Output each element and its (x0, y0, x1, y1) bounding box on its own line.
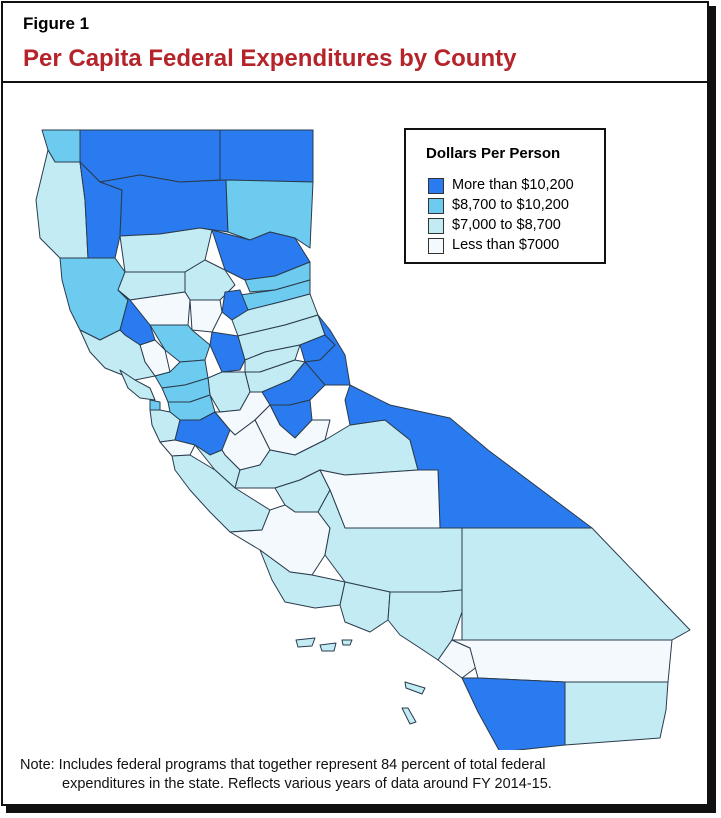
legend-swatch (428, 238, 444, 254)
county-mendocino (59, 257, 129, 341)
county-modoc (219, 129, 314, 183)
legend-swatch (428, 198, 444, 214)
county-san-francisco (149, 399, 161, 411)
note-line-2: expenditures in the state. Reflects vari… (62, 776, 552, 792)
legend-swatch (428, 178, 444, 194)
note-line-1: Note: Includes federal programs that tog… (20, 757, 546, 773)
county-yolo (149, 324, 211, 363)
county-marin (119, 369, 156, 401)
legend-swatch (428, 218, 444, 234)
county-colusa (129, 291, 191, 326)
legend-label: $8,700 to $10,200 (452, 197, 569, 213)
legend-label: $7,000 to $8,700 (452, 217, 561, 233)
county-imperial (564, 681, 669, 746)
island-santa-rosa (319, 642, 337, 652)
county-riverside (451, 639, 673, 683)
legend-title: Dollars Per Person (426, 145, 561, 162)
county-sutter (189, 299, 223, 333)
legend-label: Less than $7000 (452, 237, 560, 253)
county-shasta (99, 174, 229, 237)
island-anacapa (341, 639, 353, 646)
county-santa-cruz (159, 439, 196, 457)
figure-note: Note: Includes federal programs that tog… (20, 756, 700, 794)
island-santa-cruz (295, 637, 316, 648)
california-county-map (35, 129, 691, 750)
island-san-clemente (401, 707, 417, 725)
county-sonoma (79, 329, 156, 381)
county-siskiyou (79, 129, 221, 183)
figure-header: Figure 1 Per Capita Federal Expenditures… (3, 3, 707, 83)
figure-label: Figure 1 (23, 14, 90, 33)
county-san-bernardino (439, 527, 691, 641)
county-san-diego (461, 677, 566, 750)
legend: Dollars Per Person More than $10,200 $8,… (404, 128, 606, 264)
figure-title: Per Capita Federal Expenditures by Count… (23, 45, 517, 72)
legend-label: More than $10,200 (452, 177, 574, 193)
island-catalina (404, 681, 426, 695)
